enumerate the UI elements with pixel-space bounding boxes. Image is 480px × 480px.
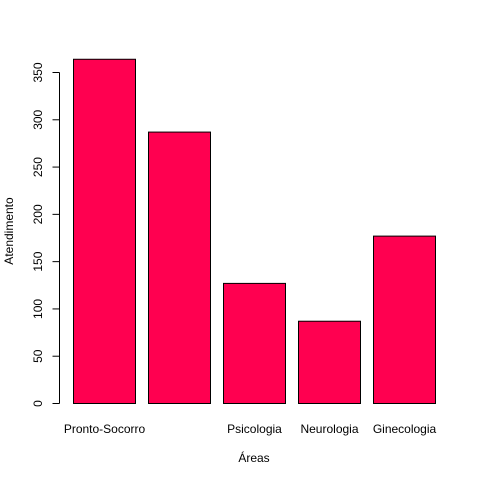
y-axis: 0 50 100 150 200 250 300 350 <box>31 62 60 407</box>
x-axis-title: Áreas <box>238 450 269 465</box>
bar-5 <box>373 235 436 404</box>
bar-4 <box>298 320 361 405</box>
y-tick-label-150: 150 <box>31 251 45 271</box>
bars-group <box>73 58 436 405</box>
x-axis-labels: Pronto-Socorro Psicologia Neurologia Gineco… <box>64 422 437 436</box>
bar-1 <box>73 58 136 404</box>
y-tick-label-350: 350 <box>31 62 45 82</box>
bar-2 <box>148 131 211 405</box>
y-tick-label-200: 200 <box>31 204 45 224</box>
bar-3 <box>223 282 286 404</box>
category-label-4: Neurologia <box>300 422 358 436</box>
y-tick-label-50: 50 <box>31 349 45 363</box>
category-label-1: Pronto-Socorro <box>64 422 146 436</box>
y-tick-label-300: 300 <box>31 109 45 129</box>
y-tick-label-100: 100 <box>31 299 45 319</box>
y-tick-label-250: 250 <box>31 157 45 177</box>
category-label-5: Ginecologia <box>373 422 437 436</box>
category-label-3: Psicologia <box>227 422 282 436</box>
y-tick-label-0: 0 <box>31 400 45 407</box>
y-axis-title: Atendimento <box>2 197 16 265</box>
